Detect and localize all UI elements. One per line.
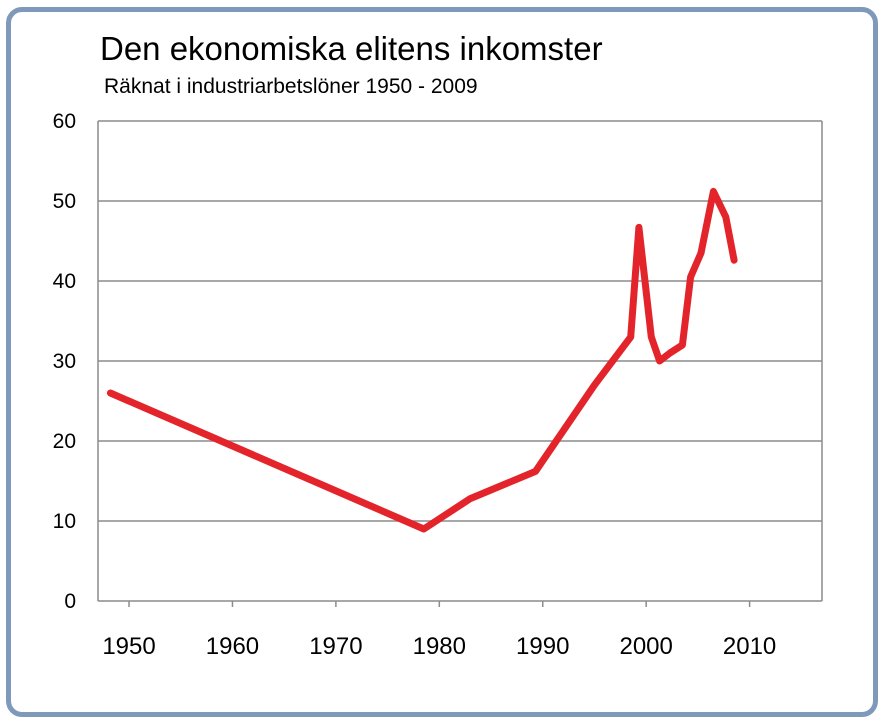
y-tick-label: 60 — [53, 110, 76, 133]
x-tick-label: 1970 — [309, 633, 362, 660]
y-tick-label: 20 — [53, 430, 76, 453]
y-tick-label: 50 — [53, 190, 76, 213]
y-tick-label: 30 — [53, 350, 76, 373]
x-tick-label: 2010 — [723, 633, 776, 660]
x-axis-ticks: 1950 1960 1970 1980 1990 2000 2010 — [102, 601, 776, 660]
chart-frame — [6, 7, 878, 717]
x-tick-label: 1960 — [206, 633, 259, 660]
axes — [97, 121, 823, 602]
series-layer — [106, 187, 738, 533]
chart-title: Den ekonomiska elitens inkomster — [100, 30, 603, 67]
x-tick-label: 1990 — [516, 633, 569, 660]
chart-subtitle: Räknat i industriarbetslöner 1950 - 2009 — [104, 75, 478, 98]
y-tick-label: 0 — [64, 590, 76, 613]
y-tick-label: 10 — [53, 510, 76, 533]
x-tick-label: 1950 — [102, 633, 155, 660]
y-tick-label: 40 — [53, 270, 76, 293]
x-tick-label: 1980 — [413, 633, 466, 660]
x-tick-label: 2000 — [619, 633, 672, 660]
series-line — [106, 187, 738, 533]
y-axis-ticks: 0 10 20 30 40 50 60 — [53, 110, 76, 613]
gridlines — [98, 120, 822, 522]
